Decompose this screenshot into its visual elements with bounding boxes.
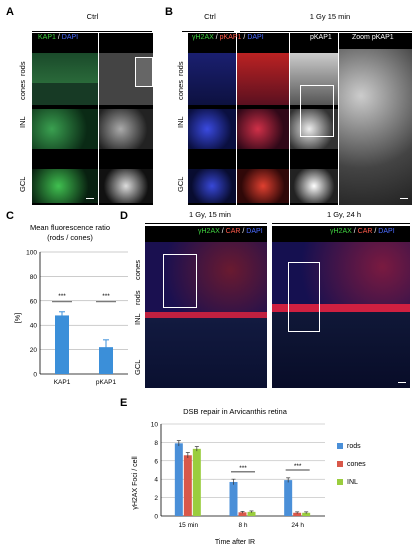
panel-e-chart: DSB repair in Arvicanthis retina 0 2 4 6 8 10…	[132, 407, 366, 546]
chart-c-xtick-label: pKAP1	[96, 379, 117, 386]
chart-c-ytick-label: 20	[30, 347, 38, 354]
panel-a-merge-image	[32, 33, 98, 205]
chart-c-title: Mean fluorescence ratio	[30, 223, 110, 232]
panel-d-label-rods: rods	[133, 290, 142, 305]
chart-e-ytick-label: 8	[154, 440, 158, 447]
panel-b-label-rods: rods	[176, 61, 185, 76]
panel-label-d: D	[120, 210, 128, 222]
chart-e-bar	[238, 512, 247, 516]
chart-e-bar	[174, 443, 183, 516]
panel-label-a: A	[6, 6, 14, 18]
panel-b-merge-image	[237, 33, 289, 205]
chart-c-significance: ***	[102, 293, 110, 300]
panel-b-header-line-irr	[240, 31, 412, 32]
chart-e-bar	[293, 512, 302, 516]
panel-b-zoom-title: Zoom pKAP1	[352, 34, 394, 41]
chart-e-xtick-label: 24 h	[291, 522, 304, 529]
chart-c-ytick-label: 0	[33, 372, 37, 379]
panel-d-label-cones: cones	[133, 259, 142, 280]
panel-a-channel-legend: KAP1 / DAPI	[38, 34, 79, 41]
panel-a-label-rods: rods	[18, 61, 27, 76]
panel-d-channel-legend-left: γH2AX / CAR / DAPI	[198, 228, 263, 235]
panel-c-chart: Mean fluorescence ratio (rods / cones) 0…	[15, 223, 128, 386]
chart-c-ytick-label: 100	[26, 250, 37, 257]
panel-b-header-irr: 1 Gy 15 min	[309, 12, 351, 21]
chart-e-legend-label: cones	[347, 461, 366, 468]
panel-a-kap1-gray-image	[99, 33, 153, 205]
panel-label-b: B	[165, 6, 173, 18]
panel-d-channel-legend-right: γH2AX / CAR / DAPI	[330, 228, 395, 235]
chart-e-legend-swatch	[337, 443, 343, 449]
panel-b-scale-bar	[400, 198, 408, 199]
chart-e-title: DSB repair in Arvicanthis retina	[183, 407, 288, 416]
panel-d-header-line-right	[272, 223, 410, 224]
panel-d-header-line-left	[145, 223, 267, 224]
chart-e-ytick-label: 10	[151, 422, 159, 429]
chart-c-significance: ***	[58, 293, 66, 300]
panel-b-pkap1-image	[290, 33, 338, 205]
panel-d-15min-image	[145, 226, 267, 388]
chart-e-xtick-label: 8 h	[238, 522, 247, 529]
chart-c-ytick-label: 40	[30, 323, 38, 330]
panel-a-scale-bar	[86, 198, 94, 199]
chart-c-bar	[99, 347, 113, 374]
chart-e-ytick-label: 4	[154, 477, 158, 484]
chart-c-bar	[55, 315, 69, 374]
chart-e-bar	[247, 511, 256, 516]
chart-c-ytick-label: 80	[30, 274, 38, 281]
chart-e-ylabel: γH2AX Foci / cell	[132, 456, 139, 510]
chart-c-xtick-label: KAP1	[54, 379, 71, 386]
panel-d-label-gcl: GCL	[133, 359, 142, 375]
chart-c-ylabel: [%]	[15, 313, 22, 323]
chart-e-legend-label: rods	[347, 443, 361, 450]
panel-a-header-line	[32, 31, 152, 32]
panel-d-header-right: 1 Gy, 24 h	[326, 210, 362, 219]
panel-b-header-line-ctrl	[182, 31, 234, 32]
chart-e-xtick-label: 15 min	[179, 522, 199, 529]
chart-e-bar	[229, 481, 238, 516]
panel-b-zoom-image	[339, 33, 412, 205]
panel-d-scale-bar	[398, 382, 406, 383]
chart-e-significance: ***	[294, 463, 302, 470]
chart-e-bar	[192, 448, 201, 516]
panel-b-pkap1-title: pKAP1	[310, 34, 332, 41]
panel-a-header: Ctrl	[86, 12, 99, 21]
chart-e-significance: ***	[239, 465, 247, 472]
chart-e-ytick-label: 6	[154, 458, 158, 465]
panel-b-label-inl: INL	[176, 116, 185, 128]
chart-e-xlabel: Time after IR	[215, 539, 255, 546]
chart-c-subtitle: (rods / cones)	[47, 233, 93, 242]
chart-e-bar	[284, 480, 293, 516]
panel-b-label-gcl: GCL	[176, 176, 185, 192]
panel-b-channel-legend: γH2AX / pKAP1 / DAPI	[192, 34, 264, 41]
panel-label-c: C	[6, 210, 14, 222]
panel-d-24h-image	[272, 226, 410, 388]
panel-d-header-left: 1 Gy, 15 min	[189, 210, 231, 219]
chart-e-ytick-label: 0	[154, 514, 158, 521]
chart-e-legend-label: INL	[347, 479, 358, 486]
chart-e-legend-swatch	[337, 461, 343, 467]
panel-a-label-inl: INL	[18, 116, 27, 128]
chart-c-ytick-label: 60	[30, 298, 38, 305]
panel-b-ctrl-image	[188, 33, 236, 205]
panel-a-label-cones: cones	[18, 79, 27, 100]
panel-b-label-cones: cones	[176, 79, 185, 100]
panel-label-e: E	[120, 397, 128, 409]
chart-e-ytick-label: 2	[154, 495, 158, 502]
panel-d-label-inl: INL	[133, 313, 142, 325]
chart-e-bar	[183, 455, 192, 516]
chart-e-legend-swatch	[337, 479, 343, 485]
panel-a-label-gcl: GCL	[18, 176, 27, 192]
chart-e-bar	[302, 512, 311, 516]
panel-b-header-ctrl: Ctrl	[204, 12, 216, 21]
